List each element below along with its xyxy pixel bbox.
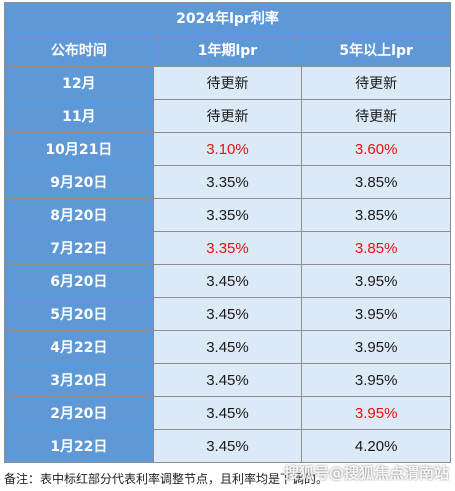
row-5-year-lpr: 3.85%	[301, 165, 451, 199]
table-row: 9月20日 3.35% 3.85%	[4, 165, 451, 199]
row-date: 10月21日	[4, 132, 154, 166]
row-5-year-lpr: 待更新	[301, 66, 451, 100]
row-5-year-lpr: 3.95%	[301, 330, 451, 364]
table-row: 12月 待更新 待更新	[4, 66, 451, 100]
footnote: 备注：表中标红部分代表利率调整节点，且利率均是下调的。	[4, 472, 329, 486]
row-1-year-lpr: 3.45%	[152, 363, 303, 397]
row-date: 1月22日	[4, 429, 154, 463]
row-1-year-lpr: 3.45%	[152, 429, 303, 463]
table-row: 10月21日 3.10% 3.60%	[4, 132, 451, 166]
table-row: 2月20日 3.45% 3.95%	[4, 396, 451, 430]
row-date: 8月20日	[4, 198, 154, 232]
row-date: 7月22日	[4, 231, 154, 265]
watermark: 搜狐号@搜狐焦点渭南站	[283, 464, 449, 482]
row-5-year-lpr: 3.95%	[301, 297, 451, 331]
row-date: 6月20日	[4, 264, 154, 298]
table-header-row: 公布时间 1年期lpr 5年以上lpr	[4, 33, 451, 67]
row-5-year-lpr: 3.85%	[301, 231, 451, 265]
table-title: 2024年lpr利率	[4, 2, 451, 34]
table-row: 6月20日 3.45% 3.95%	[4, 264, 451, 298]
row-date: 9月20日	[4, 165, 154, 199]
header-5-year-lpr: 5年以上lpr	[301, 33, 451, 67]
row-1-year-lpr: 3.45%	[152, 297, 303, 331]
table-row: 11月 待更新 待更新	[4, 99, 451, 133]
table-row: 1月22日 3.45% 4.20%	[4, 429, 451, 463]
header-publish-date: 公布时间	[4, 33, 154, 67]
row-date: 12月	[4, 66, 154, 100]
row-1-year-lpr: 3.45%	[152, 330, 303, 364]
row-5-year-lpr: 3.95%	[301, 264, 451, 298]
lpr-table-container: 2024年lpr利率 公布时间 1年期lpr 5年以上lpr 12月 待更新 待更新…	[4, 2, 451, 463]
row-date: 11月	[4, 99, 154, 133]
row-1-year-lpr: 3.35%	[152, 198, 303, 232]
row-1-year-lpr: 3.35%	[152, 165, 303, 199]
row-5-year-lpr: 3.60%	[301, 132, 451, 166]
row-date: 2月20日	[4, 396, 154, 430]
row-1-year-lpr: 待更新	[152, 66, 303, 100]
header-1-year-lpr: 1年期lpr	[152, 33, 303, 67]
row-5-year-lpr: 4.20%	[301, 429, 451, 463]
row-date: 5月20日	[4, 297, 154, 331]
row-5-year-lpr: 3.95%	[301, 363, 451, 397]
row-date: 3月20日	[4, 363, 154, 397]
table-row: 4月22日 3.45% 3.95%	[4, 330, 451, 364]
row-5-year-lpr: 待更新	[301, 99, 451, 133]
table-row: 5月20日 3.45% 3.95%	[4, 297, 451, 331]
lpr-rate-table: 2024年lpr利率 公布时间 1年期lpr 5年以上lpr 12月 待更新 待更新…	[4, 2, 451, 463]
table-row: 8月20日 3.35% 3.85%	[4, 198, 451, 232]
row-date: 4月22日	[4, 330, 154, 364]
row-1-year-lpr: 3.35%	[152, 231, 303, 265]
table-row: 7月22日 3.35% 3.85%	[4, 231, 451, 265]
row-5-year-lpr: 3.95%	[301, 396, 451, 430]
row-5-year-lpr: 3.85%	[301, 198, 451, 232]
row-1-year-lpr: 3.10%	[152, 132, 303, 166]
table-title-row: 2024年lpr利率	[4, 2, 451, 34]
row-1-year-lpr: 待更新	[152, 99, 303, 133]
table-row: 3月20日 3.45% 3.95%	[4, 363, 451, 397]
row-1-year-lpr: 3.45%	[152, 264, 303, 298]
table-body: 12月 待更新 待更新 11月 待更新 待更新 10月21日 3.10% 3.60% 9月20日 3…	[4, 66, 451, 463]
row-1-year-lpr: 3.45%	[152, 396, 303, 430]
